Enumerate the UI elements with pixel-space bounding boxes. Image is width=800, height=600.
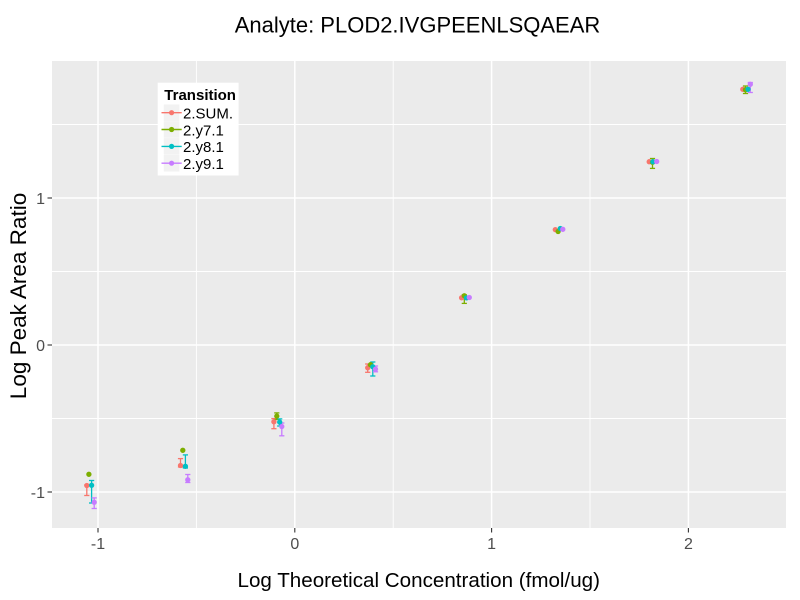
svg-text:0: 0	[290, 536, 299, 553]
svg-text:1: 1	[36, 191, 45, 208]
svg-text:-1: -1	[31, 485, 45, 502]
svg-text:2.y8.1: 2.y8.1	[183, 139, 224, 156]
svg-text:Log Theoretical Concentration: Log Theoretical Concentration (fmol/ug)	[238, 569, 601, 592]
svg-text:2.y7.1: 2.y7.1	[183, 122, 224, 139]
svg-text:2.y9.1: 2.y9.1	[183, 156, 224, 173]
svg-text:0: 0	[36, 338, 45, 355]
svg-text:2: 2	[684, 536, 693, 553]
svg-text:1: 1	[487, 536, 496, 553]
svg-text:Analyte: PLOD2.IVGPEENLSQAEAR: Analyte: PLOD2.IVGPEENLSQAEAR	[235, 13, 601, 38]
svg-text:Log Peak Area Ratio: Log Peak Area Ratio	[6, 193, 31, 399]
svg-text:-1: -1	[91, 536, 105, 553]
svg-text:2.SUM.: 2.SUM.	[183, 106, 233, 123]
svg-text:Transition: Transition	[164, 87, 236, 104]
